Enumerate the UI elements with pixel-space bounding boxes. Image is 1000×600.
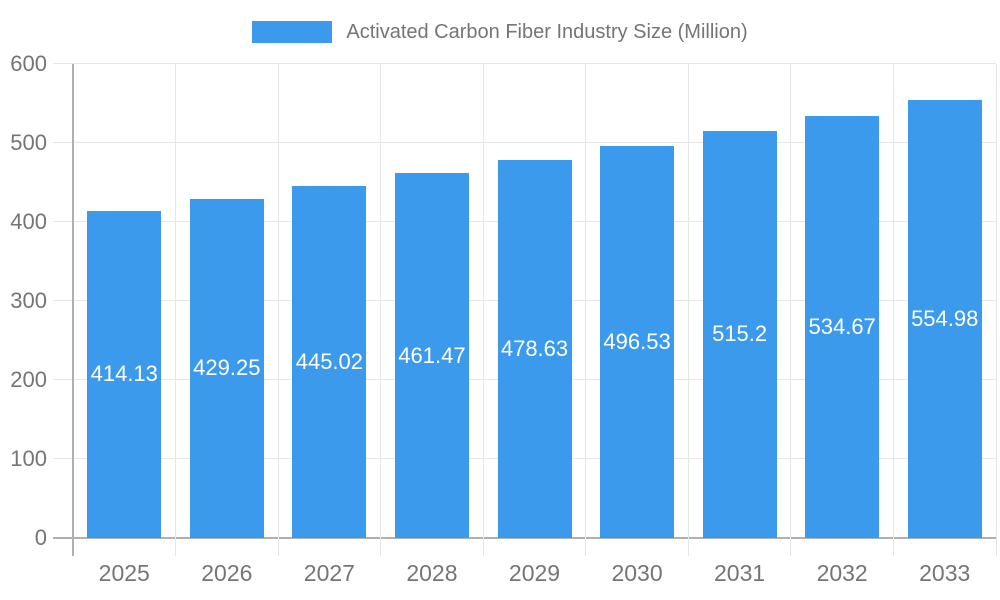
y-tick-label: 300 — [10, 288, 47, 313]
y-tick-label: 200 — [10, 367, 47, 392]
bar[interactable]: 534.67 — [805, 115, 880, 538]
bar-value-label: 496.53 — [603, 328, 671, 354]
bar[interactable]: 461.47 — [394, 173, 469, 538]
x-tick — [277, 538, 279, 556]
bar[interactable]: 414.13 — [87, 210, 162, 538]
legend-swatch — [252, 21, 333, 43]
y-gridline — [53, 63, 996, 64]
x-gridline — [380, 64, 382, 538]
bar[interactable]: 496.53 — [600, 145, 675, 538]
x-gridline — [892, 64, 894, 538]
bar-value-label: 554.98 — [911, 305, 979, 331]
bar[interactable]: 478.63 — [497, 159, 572, 538]
y-tick-label: 400 — [10, 209, 47, 234]
bar-value-label: 461.47 — [398, 342, 466, 368]
x-tick — [482, 538, 484, 556]
y-tick-label: 0 — [34, 525, 47, 550]
x-tick-label: 2027 — [303, 560, 355, 586]
y-axis-line — [72, 64, 74, 556]
x-tick — [687, 538, 689, 556]
y-tick-label: 500 — [10, 130, 47, 155]
x-tick-label: 2026 — [201, 560, 253, 586]
legend-label: Activated Carbon Fiber Industry Size (Mi… — [346, 20, 748, 43]
y-tick-label: 600 — [10, 51, 47, 76]
x-tick-label: 2033 — [919, 560, 971, 586]
y-gridline — [53, 537, 996, 539]
x-tick — [892, 538, 894, 556]
x-tick — [380, 538, 382, 556]
bar[interactable]: 445.02 — [292, 186, 367, 538]
x-tick — [790, 538, 792, 556]
x-tick-label: 2028 — [406, 560, 458, 586]
x-gridline — [790, 64, 792, 538]
x-gridline — [687, 64, 689, 538]
bar[interactable]: 554.98 — [907, 99, 982, 538]
x-tick — [995, 538, 997, 556]
y-gridline — [53, 142, 996, 143]
bar-value-label: 478.63 — [500, 335, 569, 361]
x-tick-label: 2025 — [98, 560, 150, 586]
x-tick-label: 2029 — [508, 560, 561, 586]
bar-value-label: 445.02 — [295, 349, 364, 375]
y-tick-label: 100 — [10, 446, 47, 471]
bar-value-label: 515.2 — [712, 321, 768, 347]
x-gridline — [175, 64, 177, 538]
x-tick — [175, 538, 177, 556]
x-gridline — [277, 64, 279, 538]
bar-value-label: 414.13 — [90, 361, 158, 387]
x-tick-label: 2032 — [816, 560, 868, 586]
x-tick-label: 2030 — [611, 560, 663, 586]
x-gridline — [585, 64, 587, 538]
legend[interactable]: Activated Carbon Fiber Industry Size (Mi… — [0, 14, 1000, 50]
bar-value-label: 429.25 — [193, 355, 261, 381]
x-tick-label: 2031 — [714, 560, 766, 586]
bar-value-label: 534.67 — [808, 313, 876, 339]
x-tick — [585, 538, 587, 556]
bar[interactable]: 429.25 — [189, 198, 264, 538]
x-gridline — [482, 64, 484, 538]
bar[interactable]: 515.2 — [702, 130, 777, 538]
x-gridline — [995, 64, 997, 538]
